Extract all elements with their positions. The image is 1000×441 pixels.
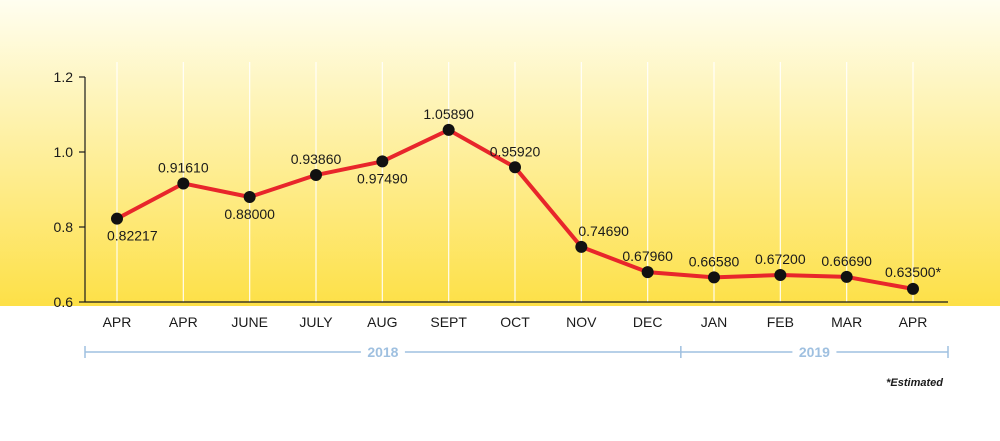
x-tick-label: APR [169,314,198,330]
data-point [708,271,720,284]
y-tick-label: 1.2 [54,69,74,85]
x-tick-label: SEPT [430,314,467,330]
estimated-note: *Estimated [886,377,943,389]
x-tick-label: MAR [831,314,862,330]
x-tick-label: OCT [500,314,530,330]
data-label: 0.66690 [821,253,872,269]
year-timeline: 2018 2019 [84,344,949,360]
data-label: 0.67200 [755,251,806,267]
y-tick-label: 1.0 [54,144,74,160]
data-point [509,161,521,174]
data-point [840,270,853,283]
y-tick-label: 0.6 [54,294,74,310]
x-tick-label: NOV [566,314,597,330]
axes [79,76,948,303]
y-tick-labels: 0.6 0.8 1.0 1.2 [54,69,74,310]
data-points [111,123,919,295]
data-label: 1.05890 [423,106,474,122]
y-tick-label: 0.8 [54,219,74,235]
data-point [376,155,389,168]
data-label: 0.66580 [689,253,740,269]
x-tick-label: JULY [299,314,333,330]
year-label: 2019 [799,344,830,360]
x-tick-label: JAN [701,314,727,330]
x-tick-label: DEC [633,314,663,330]
data-label: 0.93860 [291,151,342,167]
data-point [907,282,919,295]
data-label: 0.74690 [578,223,629,239]
year-label: 2018 [367,344,398,360]
x-tick-label: FEB [767,314,794,330]
x-tick-label: APR [103,314,132,330]
data-label: 0.95920 [490,143,541,159]
data-point [641,266,654,279]
data-point [243,191,256,203]
data-point [774,269,787,281]
plot-background [0,0,1000,306]
x-tick-label: APR [899,314,928,330]
data-point [111,212,123,225]
data-point [177,177,190,190]
x-tick-label: AUG [367,314,397,330]
data-label: 0.67960 [622,248,673,264]
data-point [310,169,322,182]
data-label: 0.82217 [107,228,158,244]
data-label: 0.63500* [885,264,942,280]
data-label: 0.88000 [224,206,275,222]
data-label: 0.97490 [357,170,408,186]
data-point [442,123,455,136]
data-labels: 0.82217 0.91610 0.88000 0.93860 0.97490 1.058… [107,106,942,280]
data-label: 0.91610 [158,159,209,175]
data-point [575,240,588,253]
x-tick-labels: APR APR JUNE JULY AUG SEPT OCT NOV DEC JAN FEB MAR A… [103,314,928,330]
x-tick-label: JUNE [231,314,268,330]
